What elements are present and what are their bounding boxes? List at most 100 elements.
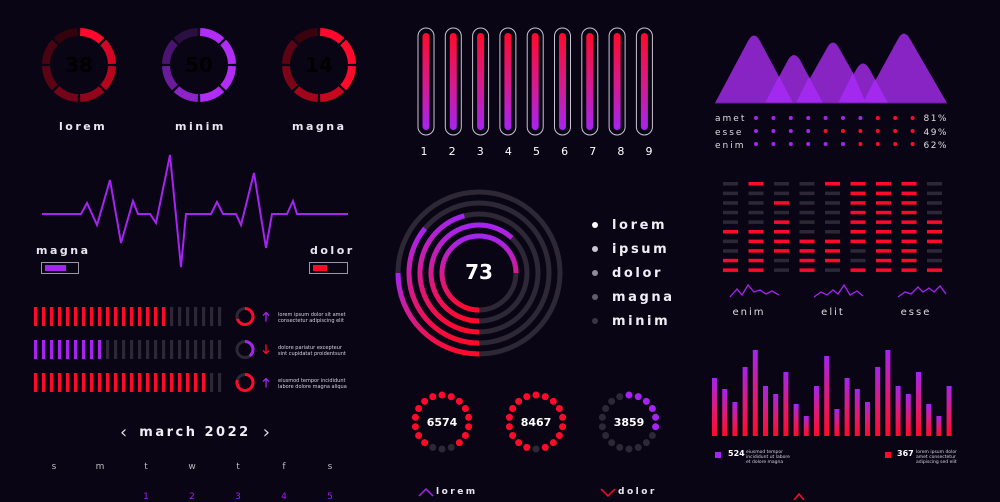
- stat-text-line: incididunt ut labore: [746, 455, 790, 460]
- progress-row-3-line-2: labore dolore magna aliqua: [278, 384, 347, 390]
- dot-row-label-amet: amet: [715, 114, 747, 124]
- gauge-value: 14: [305, 53, 333, 77]
- stat-text-line: amet consectetur: [916, 455, 956, 460]
- trend-label-lorem: lorem: [436, 487, 478, 497]
- stat-value-367: 367: [897, 449, 914, 458]
- calendar-day[interactable]: 5: [327, 492, 333, 502]
- legend-dot-icon: [592, 318, 598, 324]
- arrow-up-icon: [262, 311, 270, 322]
- stat-value-524: 524: [728, 449, 745, 458]
- calendar-day[interactable]: 3: [235, 492, 241, 502]
- legend-label: lorem: [612, 217, 668, 233]
- stat-text-2: lorem ipsum dolor amet consectetur adipi…: [916, 450, 957, 465]
- legend-item-minim: minim: [592, 309, 675, 333]
- legend-dot-icon: [592, 270, 598, 276]
- dot-row-pct-enim: 62%: [923, 141, 948, 151]
- weekday-thu: t: [236, 462, 240, 472]
- sparkline-label-esse: esse: [900, 307, 932, 318]
- weekday-sat: s: [327, 462, 333, 472]
- sparkline-label-elit: elit: [821, 307, 845, 318]
- ecg-left-label: magna: [36, 244, 91, 257]
- dot-rows: [754, 116, 915, 146]
- calendar-weekdays: s m t w t f s: [44, 462, 340, 472]
- dot-row-pct-esse: 49%: [923, 128, 948, 138]
- arrow-down-icon: [262, 344, 270, 355]
- gauge-label-lorem: lorem: [59, 120, 108, 133]
- weekday-wed: w: [188, 462, 196, 472]
- calendar-next-button[interactable]: ›: [262, 421, 270, 443]
- gauge-label-magna: magna: [292, 120, 347, 133]
- legend-label: dolor: [612, 265, 664, 281]
- legend-label: magna: [612, 289, 675, 305]
- dot-row-pct-amet: 81%: [923, 114, 948, 124]
- ecg-right-meter: [309, 262, 348, 274]
- calendar-prev-button[interactable]: ‹: [120, 421, 128, 443]
- tube-label: 2: [448, 145, 456, 158]
- progress-row-1-line-1: lorem ipsum dolor sit amet: [278, 312, 346, 318]
- tube-label: 4: [504, 145, 512, 158]
- stat-text-1: eiusmod tempor incididunt ut labore et d…: [746, 450, 790, 465]
- arrow-up-icon: [262, 377, 270, 388]
- legend-label: minim: [612, 313, 671, 329]
- legend-label: ipsum: [612, 241, 670, 257]
- legend-dot-icon: [592, 222, 598, 228]
- tube-label: 6: [561, 145, 569, 158]
- progress-row-2-line-2: sint cupidatat proidentsunt: [278, 351, 346, 357]
- caret-up-icon: [793, 492, 805, 500]
- progress-row-3-line-1: eiusmod tempor incididunt: [278, 378, 346, 384]
- tube-label: 9: [645, 145, 653, 158]
- ring-center-value: 73: [465, 260, 493, 284]
- sparkline-icon: [729, 283, 780, 298]
- gauge-value: 38: [65, 53, 93, 77]
- mini-sparklines: [729, 283, 947, 298]
- ecg-right-label: dolor: [310, 244, 355, 257]
- gauge-value: 50: [185, 53, 213, 77]
- legend-dot-icon: [592, 294, 598, 300]
- calendar-day[interactable]: 2: [189, 492, 195, 502]
- weekday-fri: f: [282, 462, 286, 472]
- calendar-day[interactable]: [90, 492, 110, 502]
- tube-labels: 1 2 3 4 5 6 7 8 9: [414, 145, 659, 158]
- dot-gauge-value: 3859: [614, 416, 645, 429]
- calendar-day[interactable]: 1: [143, 492, 149, 502]
- weekday-sun: s: [51, 462, 57, 472]
- mountain-chart: [715, 33, 947, 104]
- progress-rows: [34, 307, 270, 392]
- calendar-day[interactable]: [44, 492, 64, 502]
- concentric-ring-chart: [395, 189, 563, 357]
- sparkline-icon: [813, 283, 864, 298]
- stat-text-line: adipiscing sed elit: [916, 460, 957, 465]
- segmented-gauges: 38 50 14: [42, 28, 356, 102]
- progress-row-2-line-1: dolore pariatur excepteur: [278, 345, 342, 351]
- bar-chart: [712, 350, 952, 436]
- weekday-tue: t: [144, 462, 148, 472]
- tube-label: 8: [617, 145, 625, 158]
- calendar-month-title: march 2022: [139, 424, 251, 440]
- dot-row-label-esse: esse: [715, 128, 744, 138]
- tube-label: 7: [589, 145, 597, 158]
- dot-gauge-value: 8467: [521, 416, 552, 429]
- trend-label-dolor: dolor: [618, 487, 657, 497]
- legend-item-magna: magna: [592, 285, 675, 309]
- stat-swatch-purple: [715, 452, 721, 458]
- legend-dot-icon: [592, 246, 598, 252]
- legend-item-dolor: dolor: [592, 261, 675, 285]
- calendar-header: ‹ march 2022 ›: [120, 421, 270, 443]
- sparkline-label-enim: enim: [732, 307, 766, 318]
- progress-row-2-text: dolore pariatur excepteur sint cupidatat…: [278, 345, 346, 357]
- stat-text-line: lorem ipsum dolor: [916, 450, 957, 455]
- dot-gauges: 6574 8467 3859: [411, 391, 660, 498]
- stat-text-line: et dolore magna: [746, 460, 784, 465]
- trend-down-icon: [600, 488, 616, 498]
- progress-row-1-line-2: consectetur adipiscing elit: [278, 318, 344, 324]
- ecg-left-meter-fill: [45, 265, 66, 271]
- trend-up-icon: [418, 487, 434, 497]
- ecg-left-meter: [41, 262, 79, 274]
- ring-legend: lorem ipsum dolor magna minim: [592, 213, 675, 333]
- weekday-mon: m: [95, 462, 105, 472]
- stat-swatch-red: [885, 452, 891, 458]
- equalizer-grid: [723, 182, 942, 272]
- tube-label: 5: [533, 145, 540, 158]
- dot-row-label-enim: enim: [715, 141, 746, 151]
- calendar-day[interactable]: 4: [281, 492, 287, 502]
